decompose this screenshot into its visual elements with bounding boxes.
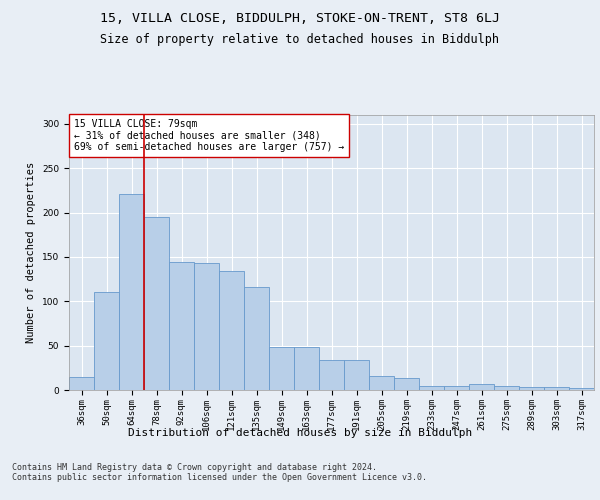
Text: Size of property relative to detached houses in Biddulph: Size of property relative to detached ho… xyxy=(101,32,499,46)
Text: Contains HM Land Registry data © Crown copyright and database right 2024.
Contai: Contains HM Land Registry data © Crown c… xyxy=(12,462,427,482)
Bar xyxy=(269,348,294,390)
Y-axis label: Number of detached properties: Number of detached properties xyxy=(26,162,37,343)
Bar xyxy=(419,386,444,390)
Bar xyxy=(569,388,594,390)
Bar xyxy=(494,386,519,390)
Bar xyxy=(369,376,394,390)
Bar xyxy=(544,388,569,390)
Bar xyxy=(394,378,419,390)
Bar xyxy=(294,348,319,390)
Bar xyxy=(319,360,344,390)
Bar xyxy=(244,287,269,390)
Bar xyxy=(94,292,119,390)
Bar xyxy=(444,386,469,390)
Text: Distribution of detached houses by size in Biddulph: Distribution of detached houses by size … xyxy=(128,428,472,438)
Bar xyxy=(69,376,94,390)
Text: 15 VILLA CLOSE: 79sqm
← 31% of detached houses are smaller (348)
69% of semi-det: 15 VILLA CLOSE: 79sqm ← 31% of detached … xyxy=(74,119,344,152)
Bar xyxy=(169,262,194,390)
Bar xyxy=(119,194,144,390)
Bar xyxy=(469,384,494,390)
Bar xyxy=(219,271,244,390)
Bar xyxy=(344,360,369,390)
Bar xyxy=(144,217,169,390)
Text: 15, VILLA CLOSE, BIDDULPH, STOKE-ON-TRENT, ST8 6LJ: 15, VILLA CLOSE, BIDDULPH, STOKE-ON-TREN… xyxy=(100,12,500,26)
Bar xyxy=(519,388,544,390)
Bar xyxy=(194,263,219,390)
